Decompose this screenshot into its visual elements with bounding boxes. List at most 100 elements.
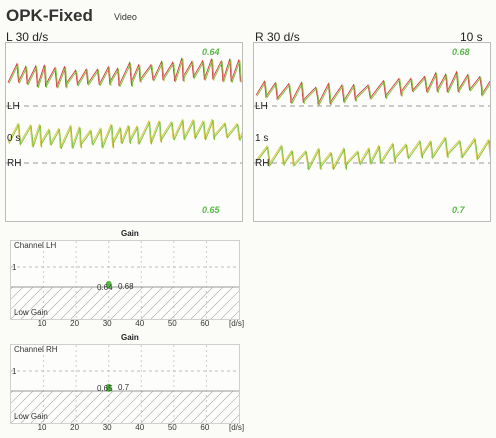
gain1-channel: Channel LH — [14, 241, 57, 250]
low-gain-hatch — [70, 286, 104, 320]
low-gain-hatch — [170, 286, 204, 320]
gain2-y-one: 1 — [12, 367, 17, 376]
x-tick-label: 50 — [167, 423, 177, 432]
low-gain-hatch — [80, 286, 114, 320]
low-gain-hatch — [60, 390, 94, 424]
right-time-label: 1 s — [255, 133, 269, 144]
left-ch-lh: LH — [7, 101, 20, 112]
low-gain-hatch — [0, 390, 14, 405]
gain2-point-label-1: 0.65 — [97, 384, 113, 393]
low-gain-hatch — [160, 286, 194, 320]
gain1-low-gain: Low Gain — [14, 308, 48, 317]
left-bottom-trace — [7, 118, 250, 150]
x-tick-label: 50 — [167, 319, 177, 328]
right-speed-label: R 30 d/s — [255, 30, 300, 44]
left-traces — [6, 57, 250, 164]
low-gain-hatch — [80, 390, 114, 424]
low-gain-hatch — [140, 286, 174, 320]
low-gain-hatch — [190, 390, 224, 424]
low-gain-hatch — [100, 390, 134, 424]
right-top-gain-value: 0.68 — [452, 47, 470, 57]
right-ch-rh: RH — [255, 158, 270, 169]
gain1-unit: [d/s] — [229, 319, 245, 328]
low-gain-hatch — [70, 390, 104, 424]
low-gain-hatch — [60, 286, 94, 320]
gain2-title: Gain — [121, 333, 139, 342]
right-trace-panel: 0.68 LH 1 s RH 0.7 — [253, 42, 496, 222]
low-gain-hatch — [130, 390, 164, 424]
gain2-low-gain: Low Gain — [14, 412, 48, 421]
right-top-trace — [255, 70, 496, 106]
x-tick-label: 20 — [70, 319, 80, 328]
low-gain-hatch — [220, 390, 254, 424]
low-gain-hatch — [180, 390, 214, 424]
x-tick-label: 60 — [200, 423, 210, 432]
x-tick-label: 30 — [102, 319, 112, 328]
low-gain-hatch — [10, 390, 44, 424]
trace-line — [8, 119, 250, 150]
gain-point — [105, 383, 112, 390]
low-gain-hatch — [30, 390, 64, 424]
low-gain-hatch — [20, 286, 54, 320]
x-tick-label: 30 — [102, 423, 112, 432]
low-gain-hatch — [220, 286, 254, 320]
low-gain-hatch — [120, 286, 154, 320]
x-tick-label: 10 — [37, 423, 47, 432]
trace-line — [256, 137, 492, 171]
low-gain-hatch — [0, 286, 14, 301]
trace-line — [256, 71, 496, 106]
left-speed-label: L 30 d/s — [6, 30, 49, 44]
gain1-point-label-1: 0.64 — [97, 283, 113, 292]
gain1-chart: Channel LH 1 Low Gain 0.64 0.68 — [0, 240, 264, 320]
trace-line — [8, 58, 242, 89]
low-gain-hatch — [200, 390, 234, 424]
right-traces — [254, 70, 496, 171]
low-gain-hatch — [150, 390, 184, 424]
low-gain-hatch — [50, 286, 84, 320]
left-ch-rh: RH — [7, 158, 22, 169]
left-top-trace — [7, 57, 242, 89]
gain2-chart: Channel RH 1 Low Gain 0.65 0.7 — [0, 344, 264, 424]
left-trace-panel: 0.64 LH 0 s RH 0.65 — [5, 42, 250, 222]
low-gain-hatch — [30, 286, 64, 320]
video-label[interactable]: Video — [114, 12, 137, 22]
x-tick-label: 40 — [135, 423, 145, 432]
low-gain-hatch — [110, 286, 144, 320]
gain2-point-label-2: 0.7 — [118, 383, 130, 392]
low-gain-hatch — [90, 286, 124, 320]
low-gain-hatch — [40, 286, 74, 320]
gain1-y-one: 1 — [12, 263, 17, 272]
gain1-point-label-2: 0.68 — [118, 282, 134, 291]
low-gain-hatch — [140, 390, 174, 424]
left-bottom-gain-value: 0.65 — [202, 205, 220, 215]
trace-line — [7, 57, 241, 88]
x-tick-label: 10 — [37, 319, 47, 328]
gain2-plot — [0, 345, 264, 424]
low-gain-hatch — [210, 286, 244, 320]
x-tick-label: 20 — [70, 423, 80, 432]
x-tick-label: 60 — [200, 319, 210, 328]
trace-line — [255, 70, 496, 105]
right-bottom-trace — [255, 136, 492, 171]
low-gain-hatch — [90, 390, 124, 424]
low-gain-hatch — [180, 286, 214, 320]
low-gain-hatch — [110, 390, 144, 424]
left-top-gain-value: 0.64 — [202, 47, 220, 57]
x-tick-label: 40 — [135, 319, 145, 328]
low-gain-hatch — [200, 286, 234, 320]
low-gain-hatch — [190, 286, 224, 320]
low-gain-hatch — [150, 286, 184, 320]
low-gain-hatch — [20, 390, 54, 424]
page-title: OPK-Fixed — [6, 6, 93, 25]
low-gain-hatch — [160, 390, 194, 424]
low-gain-hatch — [130, 286, 164, 320]
gain1-title: Gain — [121, 229, 139, 238]
low-gain-hatch — [10, 286, 44, 320]
low-gain-hatch — [210, 390, 244, 424]
right-ch-lh: LH — [255, 101, 268, 112]
right-bottom-gain-value: 0.7 — [452, 205, 465, 215]
low-gain-hatch — [40, 390, 74, 424]
low-gain-hatch — [170, 390, 204, 424]
gain2-unit: [d/s] — [229, 423, 245, 432]
low-gain-hatch — [100, 286, 134, 320]
